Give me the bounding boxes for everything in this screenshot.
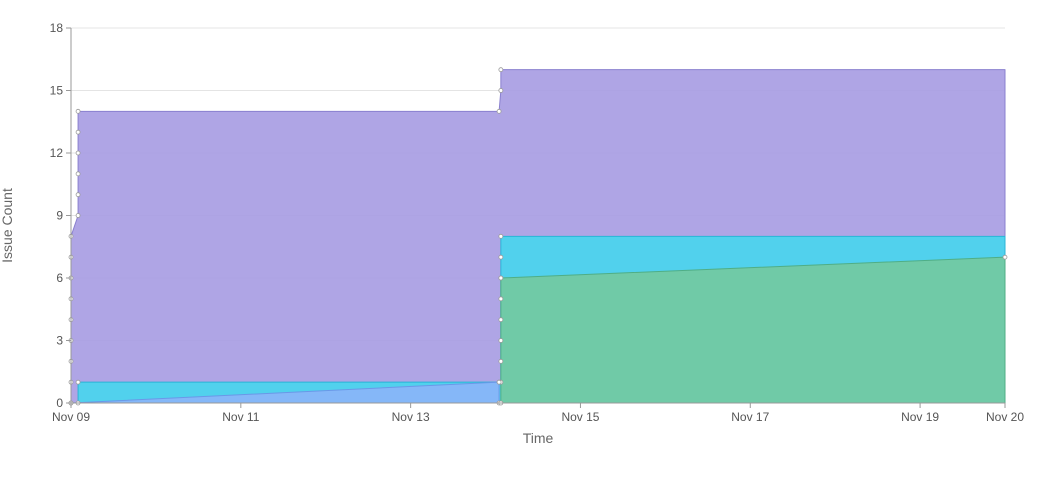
- data-point-marker: [498, 296, 504, 302]
- data-point-marker: [498, 88, 504, 93]
- x-tick-label: Nov 17: [731, 410, 769, 424]
- data-point-marker: [1002, 254, 1008, 260]
- y-axis-ticks: 0 3 6 9 12 15 18: [50, 21, 71, 410]
- data-point-marker: [75, 379, 81, 385]
- data-point-marker: [75, 129, 81, 135]
- data-point-marker: [498, 358, 504, 364]
- y-tick-label: 6: [56, 271, 63, 285]
- area-series-group: [70, 69, 1006, 404]
- data-point-marker: [75, 171, 81, 177]
- x-tick-label: Nov 13: [392, 410, 430, 424]
- x-tick-label: Nov 15: [561, 410, 599, 424]
- point-markers: [68, 67, 1008, 406]
- data-point-marker: [75, 150, 81, 156]
- y-tick-label: 15: [50, 84, 64, 98]
- data-point-marker: [496, 108, 502, 114]
- data-point-marker: [75, 213, 81, 218]
- data-point-marker: [498, 317, 504, 323]
- y-tick-label: 12: [50, 146, 64, 160]
- data-point-marker: [75, 192, 81, 198]
- y-axis-title: Issue Count: [0, 188, 15, 263]
- area-series-4: [500, 256, 1006, 404]
- x-axis-title: Time: [523, 430, 554, 446]
- x-tick-label: Nov 09: [52, 410, 90, 424]
- y-tick-label: 3: [56, 334, 63, 348]
- x-tick-label: Nov 11: [222, 410, 259, 424]
- y-tick-label: 18: [50, 21, 64, 35]
- data-point-marker: [498, 233, 504, 239]
- data-point-marker: [498, 275, 504, 281]
- y-tick-label: 9: [56, 209, 63, 223]
- data-point-marker: [498, 254, 504, 260]
- y-tick-label: 0: [56, 396, 63, 410]
- x-axis-ticks: Nov 09 Nov 11 Nov 13 Nov 15 Nov 17 Nov 19 Nov …: [52, 403, 1024, 424]
- data-point-marker: [496, 379, 502, 385]
- data-point-marker: [498, 338, 504, 343]
- data-point-marker: [498, 67, 504, 73]
- x-tick-label: Nov 20: [986, 410, 1024, 424]
- data-point-marker: [75, 108, 81, 114]
- x-tick-label: Nov 19: [901, 410, 939, 424]
